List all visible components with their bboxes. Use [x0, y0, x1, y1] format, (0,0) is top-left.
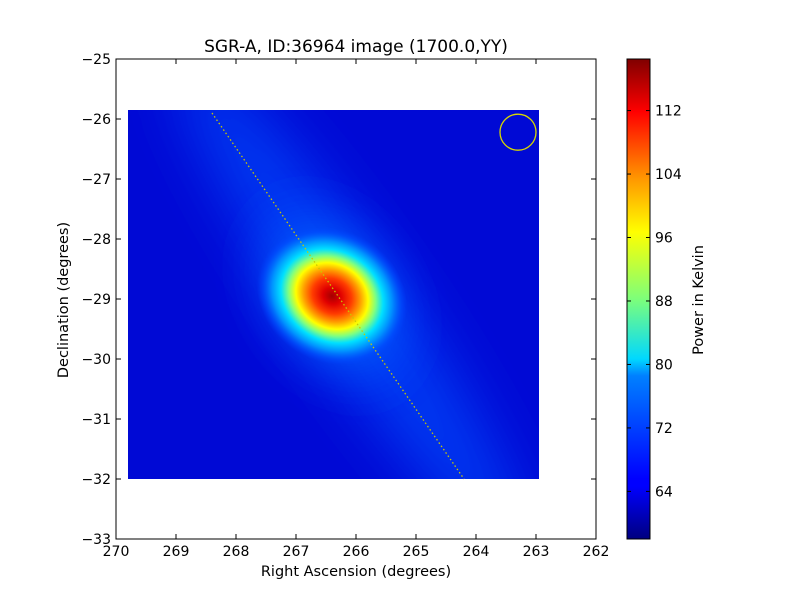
x-tick-label: 265: [403, 544, 430, 560]
y-tick-label: −30: [81, 352, 111, 368]
y-tick-label: −27: [81, 172, 111, 188]
y-tick-label: −33: [81, 532, 111, 548]
x-tick-label: 268: [223, 544, 250, 560]
x-tick-label: 263: [523, 544, 550, 560]
colorbar-ticks: 64 72 80 88 96 104 112: [627, 104, 682, 500]
y-tick-label: −26: [81, 112, 111, 128]
x-tick-label: 264: [463, 544, 490, 560]
colorbar-tick-label: 112: [655, 104, 682, 120]
colorbar-tick-label: 88: [655, 294, 673, 310]
x-tick-label: 269: [163, 544, 190, 560]
y-tick-label: −32: [81, 472, 111, 488]
colorbar: [626, 58, 651, 540]
x-tick-label: 267: [283, 544, 310, 560]
x-tick-label: 266: [343, 544, 370, 560]
heatmap-image: [128, 110, 539, 479]
y-axis-label: Declination (degrees): [56, 222, 72, 378]
y-tick-label: −31: [81, 412, 111, 428]
x-axis-ticks: 270 269 268 267 266 265 264 263 262: [103, 59, 610, 560]
y-axis-ticks: −25 −26 −27 −28 −29 −30 −31 −32 −33: [81, 52, 596, 548]
colorbar-tick-label: 96: [655, 231, 673, 247]
chart-title: SGR-A, ID:36964 image (1700.0,YY): [204, 37, 508, 57]
x-tick-label: 262: [583, 544, 610, 560]
source-blob: [256, 226, 408, 366]
colorbar-tick-label: 72: [655, 421, 673, 437]
y-tick-label: −29: [81, 292, 111, 308]
colorbar-tick-label: 64: [655, 484, 673, 500]
y-tick-label: −25: [81, 52, 111, 68]
colorbar-tick-label: 80: [655, 357, 673, 373]
x-axis-label: Right Ascension (degrees): [261, 564, 451, 580]
beam-circle: [499, 113, 537, 151]
x-tick-label: 270: [103, 544, 130, 560]
y-tick-label: −28: [81, 232, 111, 248]
colorbar-label: Power in Kelvin: [691, 245, 707, 355]
colorbar-tick-label: 104: [655, 167, 682, 183]
